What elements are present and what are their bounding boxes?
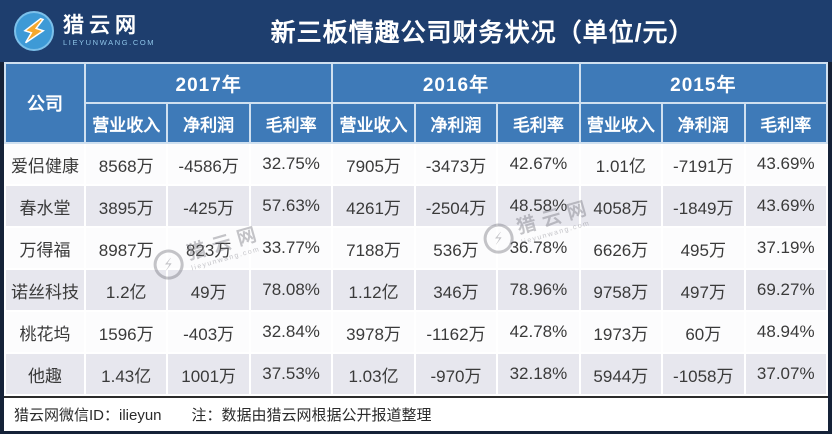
value-cell: -3473万 bbox=[413, 142, 499, 186]
value-cell: -1058万 bbox=[661, 352, 746, 396]
value-cell: -1162万 bbox=[413, 310, 499, 354]
lightning-logo-icon bbox=[14, 11, 54, 51]
table-row: 万得福 8987万 823万 33.77% 7188万 536万 36.78% 6626万 49… bbox=[4, 226, 828, 270]
table-wrap: 公司 2017年 2016年 2015年 营业收入 净利润 毛利率 营业收入 净利润 毛利率 营业收… bbox=[4, 62, 829, 396]
value-cell: 4261万 bbox=[331, 184, 416, 228]
value-cell: -425万 bbox=[166, 184, 251, 228]
value-cell: 4058万 bbox=[578, 184, 664, 228]
value-cell: 3978万 bbox=[331, 310, 416, 354]
value-cell: 37.19% bbox=[743, 226, 828, 270]
value-cell: -1849万 bbox=[661, 184, 746, 228]
value-cell: 32.75% bbox=[248, 142, 334, 186]
value-cell: -2504万 bbox=[413, 184, 499, 228]
value-cell: 60万 bbox=[661, 310, 746, 354]
value-cell: -4586万 bbox=[166, 142, 251, 186]
value-cell: 48.94% bbox=[743, 310, 828, 354]
table-row: 诺丝科技 1.2亿 49万 78.08% 1.12亿 346万 78.96% 9758万 497… bbox=[4, 268, 828, 312]
value-cell: 57.63% bbox=[248, 184, 334, 228]
metric-header-0-2: 毛利率 bbox=[248, 102, 334, 144]
metric-header-0-0: 营业收入 bbox=[83, 102, 169, 144]
value-cell: 1.12亿 bbox=[331, 268, 416, 312]
footer: 猎云网微信ID：ilieyun 注：数据由猎云网根据公开报道整理 bbox=[4, 396, 828, 431]
brand-logo: 猎云网 LIEYUNWANG.COM bbox=[14, 11, 155, 51]
page-title: 新三板情趣公司财务状况（单位/元） bbox=[270, 19, 695, 47]
table-row: 爱侣健康 8568万 -4586万 32.75% 7905万 -3473万 42.67% 1.… bbox=[4, 142, 828, 186]
value-cell: 7188万 bbox=[331, 226, 416, 270]
value-cell: 69.27% bbox=[743, 268, 828, 312]
value-cell: 536万 bbox=[413, 226, 499, 270]
value-cell: 36.78% bbox=[496, 226, 581, 270]
value-cell: -970万 bbox=[413, 352, 499, 396]
wechat-id: 猎云网微信ID：ilieyun bbox=[14, 407, 162, 424]
value-cell: 7905万 bbox=[331, 142, 416, 186]
year-header-row: 公司 2017年 2016年 2015年 bbox=[4, 62, 829, 144]
source-note: 注：数据由猎云网根据公开报道整理 bbox=[191, 407, 432, 424]
year-header-1: 2016年 bbox=[331, 62, 581, 104]
value-cell: 1596万 bbox=[83, 310, 169, 354]
value-cell: -7191万 bbox=[661, 142, 746, 186]
metric-header-2-1: 净利润 bbox=[661, 102, 746, 144]
value-cell: 8568万 bbox=[83, 142, 169, 186]
table-row: 他趣 1.43亿 1001万 37.53% 1.03亿 -970万 32.18% 5944万 -… bbox=[4, 352, 828, 396]
brand-name: 猎云网 bbox=[63, 14, 141, 38]
value-cell: 1.43亿 bbox=[83, 352, 169, 396]
value-cell: 497万 bbox=[661, 268, 746, 312]
table-row: 桃花坞 1596万 -403万 32.84% 3978万 -1162万 42.78% 1973… bbox=[4, 310, 828, 354]
company-cell: 爱侣健康 bbox=[4, 142, 86, 186]
financial-table: 公司 2017年 2016年 2015年 营业收入 净利润 毛利率 营业收入 净利润 毛利率 营业收… bbox=[4, 62, 829, 396]
value-cell: 823万 bbox=[166, 226, 251, 270]
metric-header-1-0: 营业收入 bbox=[331, 102, 416, 144]
value-cell: 1.03亿 bbox=[331, 352, 416, 396]
metric-header-2-0: 营业收入 bbox=[578, 102, 664, 144]
value-cell: 9758万 bbox=[578, 268, 664, 312]
value-cell: 5944万 bbox=[578, 352, 664, 396]
value-cell: 42.78% bbox=[496, 310, 581, 354]
brand-text-block: 猎云网 LIEYUNWANG.COM bbox=[63, 14, 156, 48]
value-cell: 32.18% bbox=[496, 352, 581, 396]
company-cell: 春水堂 bbox=[4, 184, 86, 228]
value-cell: 1973万 bbox=[578, 310, 664, 354]
metric-header-0-1: 净利润 bbox=[166, 102, 251, 144]
company-cell: 万得福 bbox=[4, 226, 86, 270]
value-cell: 43.69% bbox=[743, 184, 828, 228]
metric-header-1-1: 净利润 bbox=[413, 102, 499, 144]
value-cell: 37.07% bbox=[743, 352, 828, 396]
company-cell: 诺丝科技 bbox=[4, 268, 86, 312]
value-cell: 49万 bbox=[166, 268, 251, 312]
metric-header-row: 营业收入 净利润 毛利率 营业收入 净利润 毛利率 营业收入 净利润 毛利率 bbox=[5, 102, 828, 144]
value-cell: 78.08% bbox=[248, 268, 334, 312]
value-cell: 495万 bbox=[661, 226, 746, 270]
value-cell: -403万 bbox=[166, 310, 251, 354]
value-cell: 43.69% bbox=[743, 142, 828, 186]
value-cell: 78.96% bbox=[496, 268, 581, 312]
value-cell: 3895万 bbox=[83, 184, 169, 228]
year-header-2: 2015年 bbox=[578, 62, 829, 104]
value-cell: 1001万 bbox=[166, 352, 251, 396]
metric-header-2-2: 毛利率 bbox=[743, 102, 828, 144]
value-cell: 48.58% bbox=[496, 184, 581, 228]
brand-url: LIEYUNWANG.COM bbox=[63, 38, 156, 48]
table-row: 春水堂 3895万 -425万 57.63% 4261万 -2504万 48.58% 4058… bbox=[4, 184, 828, 228]
value-cell: 346万 bbox=[413, 268, 499, 312]
table-head: 公司 2017年 2016年 2015年 营业收入 净利润 毛利率 营业收入 净利润 毛利率 营业收… bbox=[4, 62, 829, 144]
year-header-0: 2017年 bbox=[83, 62, 334, 104]
value-cell: 32.84% bbox=[248, 310, 334, 354]
metric-header-1-2: 毛利率 bbox=[496, 102, 581, 144]
corner-header: 公司 bbox=[4, 62, 86, 144]
value-cell: 1.2亿 bbox=[83, 268, 169, 312]
value-cell: 8987万 bbox=[83, 226, 169, 270]
topbar: 猎云网 LIEYUNWANG.COM 新三板情趣公司财务状况（单位/元） bbox=[0, 0, 832, 62]
value-cell: 1.01亿 bbox=[578, 142, 664, 186]
company-cell: 桃花坞 bbox=[4, 310, 86, 354]
value-cell: 6626万 bbox=[578, 226, 664, 270]
table-body: 爱侣健康 8568万 -4586万 32.75% 7905万 -3473万 42.67% 1.… bbox=[4, 142, 828, 396]
value-cell: 33.77% bbox=[248, 226, 334, 270]
value-cell: 37.53% bbox=[248, 352, 334, 396]
value-cell: 42.67% bbox=[496, 142, 581, 186]
company-cell: 他趣 bbox=[4, 352, 86, 396]
